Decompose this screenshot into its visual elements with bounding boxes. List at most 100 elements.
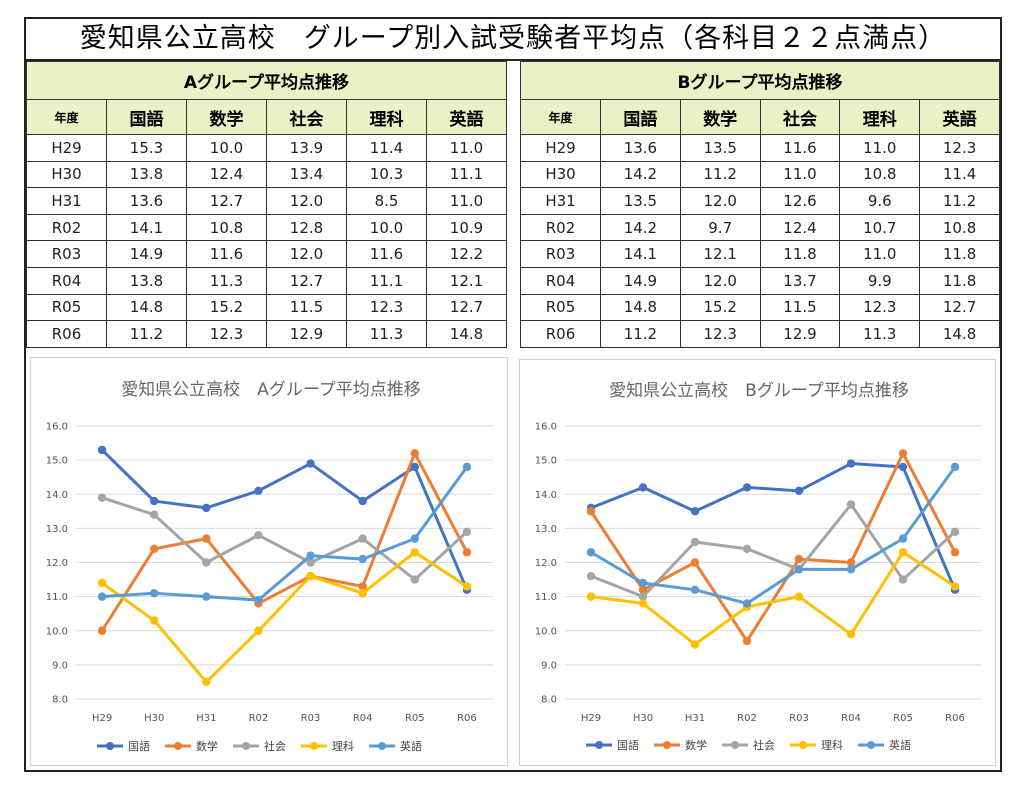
series-line bbox=[100, 465, 469, 602]
chart-svg: 愛知県公立高校 Aグループ平均点推移 8.0 9.0 10.0 11.0 12.0 13.0… bbox=[46, 380, 493, 753]
data-point bbox=[898, 534, 908, 543]
year-cell: H30 bbox=[26, 160, 107, 189]
data-point bbox=[638, 592, 648, 601]
table-row: R04 13.8 11.3 12.7 11.1 12.1 bbox=[26, 266, 507, 295]
x-tick-label: H31 bbox=[685, 713, 705, 724]
score-cell: 15.2 bbox=[679, 293, 761, 322]
year-cell: R02 bbox=[26, 213, 107, 242]
score-cell: 8.5 bbox=[346, 187, 427, 215]
table-row: R04 14.9 12.0 13.7 9.9 11.8 bbox=[520, 266, 1000, 295]
score-cell: 10.8 bbox=[919, 213, 1000, 242]
score-cell: 12.7 bbox=[186, 187, 267, 215]
y-tick-label: 11.0 bbox=[46, 592, 68, 603]
data-point bbox=[898, 449, 908, 458]
y-tick-label: 12.0 bbox=[46, 558, 68, 569]
data-point bbox=[794, 554, 804, 564]
chart-title: 愛知県公立高校 Aグループ平均点推移 bbox=[121, 380, 421, 400]
score-cell: 12.4 bbox=[186, 160, 267, 189]
legend-label: 理科 bbox=[821, 738, 843, 752]
subject-header: 国語 bbox=[600, 99, 681, 135]
series-line bbox=[589, 550, 957, 646]
table-row: R05 14.8 15.2 11.5 12.3 12.7 bbox=[520, 293, 1000, 322]
legend-label: 数学 bbox=[685, 738, 707, 752]
table-row: H30 13.8 12.4 13.4 10.3 11.1 bbox=[26, 160, 507, 189]
data-point bbox=[846, 565, 856, 574]
score-cell: 12.2 bbox=[426, 240, 507, 268]
score-cell: 13.7 bbox=[759, 266, 841, 295]
y-tick-label: 12.0 bbox=[535, 558, 557, 569]
data-point bbox=[358, 534, 367, 543]
score-cell: 12.0 bbox=[679, 187, 761, 215]
y-tick-label: 10.0 bbox=[535, 626, 557, 637]
data-point bbox=[462, 527, 472, 536]
table-row: H29 13.6 13.5 11.6 11.0 12.3 bbox=[520, 134, 1000, 162]
score-cell: 11.4 bbox=[346, 134, 427, 162]
y-tick-label: 15.0 bbox=[46, 456, 68, 467]
data-point bbox=[794, 592, 804, 601]
legend-marker bbox=[310, 742, 318, 750]
data-point bbox=[638, 483, 648, 492]
score-cell: 13.4 bbox=[266, 160, 347, 189]
data-point bbox=[846, 558, 856, 567]
subject-header: 社会 bbox=[266, 99, 347, 135]
y-tick-label: 8.0 bbox=[52, 695, 68, 706]
subject-header: 社会 bbox=[759, 99, 841, 135]
score-cell: 10.0 bbox=[346, 213, 427, 242]
score-cell: 12.7 bbox=[426, 293, 507, 322]
legend-marker bbox=[174, 742, 182, 750]
subject-header: 国語 bbox=[106, 99, 187, 135]
year-header: 年度 bbox=[520, 99, 601, 135]
data-point bbox=[586, 548, 596, 557]
score-cell: 11.3 bbox=[839, 320, 921, 348]
score-cell: 12.7 bbox=[266, 266, 347, 295]
score-cell: 11.2 bbox=[679, 160, 761, 189]
score-cell: 9.9 bbox=[839, 266, 921, 295]
year-cell: R03 bbox=[520, 240, 601, 268]
data-point bbox=[202, 503, 211, 513]
data-point bbox=[742, 483, 752, 492]
y-tick-label: 13.0 bbox=[46, 524, 68, 535]
x-tick-label: R06 bbox=[945, 713, 965, 724]
series-line bbox=[100, 451, 469, 633]
score-cell: 14.8 bbox=[426, 320, 507, 348]
year-cell: R06 bbox=[26, 320, 107, 348]
year-cell: R06 bbox=[520, 320, 601, 348]
score-cell: 11.3 bbox=[186, 266, 267, 295]
group-b-line-chart: 愛知県公立高校 Bグループ平均点推移 8.0 9.0 10.0 11.0 12.0 13.0… bbox=[519, 359, 996, 766]
y-tick-label: 11.0 bbox=[535, 592, 557, 603]
score-cell: 12.0 bbox=[266, 187, 347, 215]
score-cell: 13.8 bbox=[106, 266, 187, 295]
score-cell: 12.4 bbox=[759, 213, 841, 242]
score-cell: 9.6 bbox=[839, 187, 921, 215]
data-point bbox=[950, 548, 960, 557]
data-point bbox=[794, 565, 804, 574]
data-point bbox=[254, 531, 263, 540]
data-point bbox=[149, 496, 159, 506]
data-point bbox=[690, 585, 700, 594]
score-cell: 13.5 bbox=[679, 134, 761, 162]
legend-marker bbox=[106, 742, 114, 750]
group-b-score-table: Bグループ平均点推移 年度 国語 数学 社会 理科 英語 H29 13.6 13.5 11.6 1… bbox=[520, 61, 1000, 348]
data-point bbox=[638, 578, 648, 588]
data-point bbox=[254, 595, 263, 605]
table-title: Bグループ平均点推移 bbox=[520, 61, 1000, 100]
legend-label: 英語 bbox=[400, 739, 422, 753]
legend-marker bbox=[799, 741, 807, 749]
data-point bbox=[149, 589, 159, 598]
data-point bbox=[202, 677, 211, 687]
table-row: H30 14.2 11.2 11.0 10.8 11.4 bbox=[520, 160, 1000, 189]
score-cell: 15.2 bbox=[186, 293, 267, 322]
table-row: R03 14.1 12.1 11.8 11.0 11.8 bbox=[520, 240, 1000, 268]
x-tick-label: R06 bbox=[457, 713, 477, 724]
data-point bbox=[97, 578, 107, 588]
table-header-row: 年度 国語 数学 社会 理科 英語 bbox=[520, 99, 1000, 135]
score-cell: 11.0 bbox=[426, 187, 507, 215]
data-point bbox=[358, 582, 367, 591]
score-cell: 10.8 bbox=[839, 160, 921, 189]
data-point bbox=[410, 462, 420, 472]
score-cell: 10.0 bbox=[186, 134, 267, 162]
data-point bbox=[149, 544, 159, 554]
data-point bbox=[950, 462, 960, 472]
data-point bbox=[898, 548, 908, 557]
legend-label: 国語 bbox=[128, 739, 150, 753]
